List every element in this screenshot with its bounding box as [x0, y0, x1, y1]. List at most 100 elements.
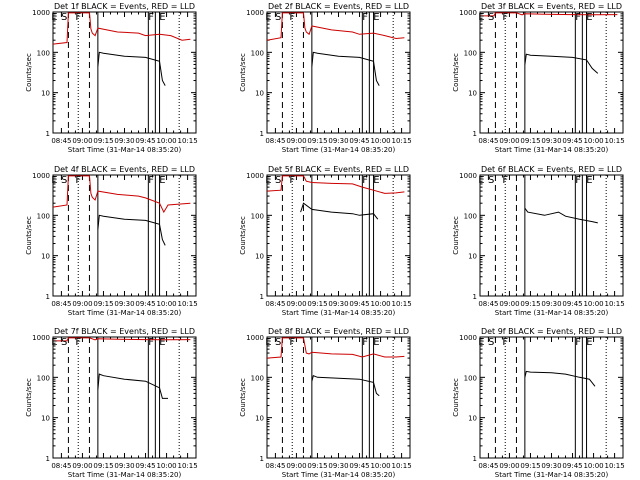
marker-letter: F — [575, 337, 581, 348]
x-tick-label: 09:30 — [328, 462, 348, 470]
y-tick-label: 1000 — [459, 172, 477, 180]
x-tick-label: 09:00 — [499, 462, 519, 470]
x-tick-label: 10:00 — [370, 137, 390, 145]
x-tick-label: 09:15 — [307, 300, 327, 308]
panel-title: Det 9f BLACK = Events, RED = LLD — [481, 327, 622, 336]
lld-series-line — [266, 337, 405, 359]
x-tick-label: 08:45 — [265, 462, 285, 470]
x-tick-label: 09:45 — [349, 300, 369, 308]
marker-letter: S — [488, 12, 494, 23]
x-tick-label: 10:00 — [583, 462, 603, 470]
y-tick-label: 100 — [251, 49, 264, 57]
x-tick-label: 08:45 — [51, 462, 71, 470]
x-tick-label: 09:15 — [307, 137, 327, 145]
panel-5: Det 5f BLACK = Events, RED = LLD 1 10 100 10… — [239, 165, 412, 317]
plot-frame — [266, 336, 411, 459]
y-tick-label: 1000 — [32, 172, 50, 180]
x-tick-label: 10:00 — [156, 300, 176, 308]
x-tick-label: 09:00 — [286, 137, 306, 145]
marker-letter: E — [51, 337, 57, 348]
plot-frame — [52, 336, 197, 459]
y-tick-label: 1 — [260, 130, 264, 138]
x-axis-label: Start Time (31-Mar-14 08:35:20) — [495, 471, 609, 479]
x-tick-label: 09:45 — [562, 462, 582, 470]
events-series-line — [311, 375, 380, 397]
marker-letter: S — [61, 12, 67, 23]
y-tick-label: 1 — [46, 130, 50, 138]
marker-letter: F — [289, 12, 295, 23]
marker-letter: E — [265, 12, 271, 23]
plot-frame — [479, 11, 624, 134]
lld-series-line — [53, 337, 191, 342]
x-tick-label: 10:00 — [583, 137, 603, 145]
lld-series-line — [52, 175, 191, 214]
x-tick-label: 09:00 — [72, 462, 92, 470]
y-tick-label: 100 — [37, 212, 50, 220]
x-tick-label: 09:45 — [562, 300, 582, 308]
y-tick-label: 1000 — [246, 172, 264, 180]
y-tick-label: 10 — [255, 253, 264, 261]
marker-letter: E — [159, 175, 165, 186]
y-tick-label: 100 — [464, 212, 477, 220]
x-tick-label: 10:15 — [391, 300, 411, 308]
panel-7: Det 7f BLACK = Events, RED = LLD 1 10 100 10… — [25, 327, 198, 479]
x-tick-label: 10:00 — [156, 462, 176, 470]
x-axis-label: Start Time (31-Mar-14 08:35:20) — [68, 309, 182, 317]
x-tick-label: 10:15 — [604, 462, 624, 470]
plot-frame — [52, 174, 197, 297]
lld-series-line — [266, 175, 405, 194]
marker-letter: F — [289, 337, 295, 348]
x-tick-label: 09:15 — [520, 462, 540, 470]
x-tick-label: 10:00 — [156, 137, 176, 145]
marker-letter: E — [159, 12, 165, 23]
x-tick-label: 09:15 — [307, 462, 327, 470]
marker-letter: F — [148, 175, 154, 186]
marker-letter: F — [362, 337, 368, 348]
y-tick-label: 1 — [260, 455, 264, 463]
plot-frame — [479, 174, 624, 297]
x-tick-label: 09:30 — [541, 300, 561, 308]
y-tick-label: 1 — [473, 130, 477, 138]
y-tick-label: 10 — [468, 415, 477, 423]
x-tick-label: 10:15 — [177, 462, 197, 470]
x-tick-label: 09:30 — [541, 462, 561, 470]
marker-letter: F — [75, 175, 81, 186]
panel-9: Det 9f BLACK = Events, RED = LLD 1 10 100 10… — [452, 327, 625, 479]
x-axis-label: Start Time (31-Mar-14 08:35:20) — [282, 309, 396, 317]
y-tick-label: 10 — [255, 415, 264, 423]
events-series-line — [524, 53, 599, 74]
marker-letter: S — [275, 12, 281, 23]
y-tick-label: 100 — [251, 374, 264, 382]
marker-letter: F — [148, 12, 154, 23]
x-axis-label: Start Time (31-Mar-14 08:35:20) — [282, 146, 396, 154]
x-tick-label: 09:00 — [286, 300, 306, 308]
x-axis-label: Start Time (31-Mar-14 08:35:20) — [495, 146, 609, 154]
x-tick-label: 09:00 — [499, 137, 519, 145]
x-tick-label: 09:00 — [286, 462, 306, 470]
y-tick-label: 10 — [255, 90, 264, 98]
x-tick-label: 09:45 — [349, 137, 369, 145]
x-tick-label: 09:00 — [499, 300, 519, 308]
marker-letter: F — [289, 175, 295, 186]
panel-title: Det 5f BLACK = Events, RED = LLD — [268, 165, 409, 174]
x-tick-label: 10:00 — [370, 462, 390, 470]
marker-letter: S — [275, 175, 281, 186]
panel-title: Det 8f BLACK = Events, RED = LLD — [268, 327, 409, 336]
x-tick-label: 08:45 — [265, 137, 285, 145]
x-axis-label: Start Time (31-Mar-14 08:35:20) — [68, 471, 182, 479]
y-axis-label: Counts/sec — [25, 378, 33, 417]
marker-letter: F — [575, 12, 581, 23]
y-tick-label: 1000 — [459, 9, 477, 17]
y-axis-label: Counts/sec — [239, 378, 247, 417]
marker-letter: F — [362, 12, 368, 23]
y-axis-label: Counts/sec — [25, 216, 33, 255]
y-axis-label: Counts/sec — [25, 53, 33, 92]
marker-letter: E — [586, 175, 592, 186]
marker-letter: F — [502, 175, 508, 186]
events-series-line — [524, 370, 596, 387]
x-tick-label: 09:45 — [135, 137, 155, 145]
y-axis-label: Counts/sec — [239, 216, 247, 255]
marker-letter: F — [502, 337, 508, 348]
x-tick-label: 09:00 — [72, 137, 92, 145]
panel-title: Det 2f BLACK = Events, RED = LLD — [268, 2, 409, 11]
